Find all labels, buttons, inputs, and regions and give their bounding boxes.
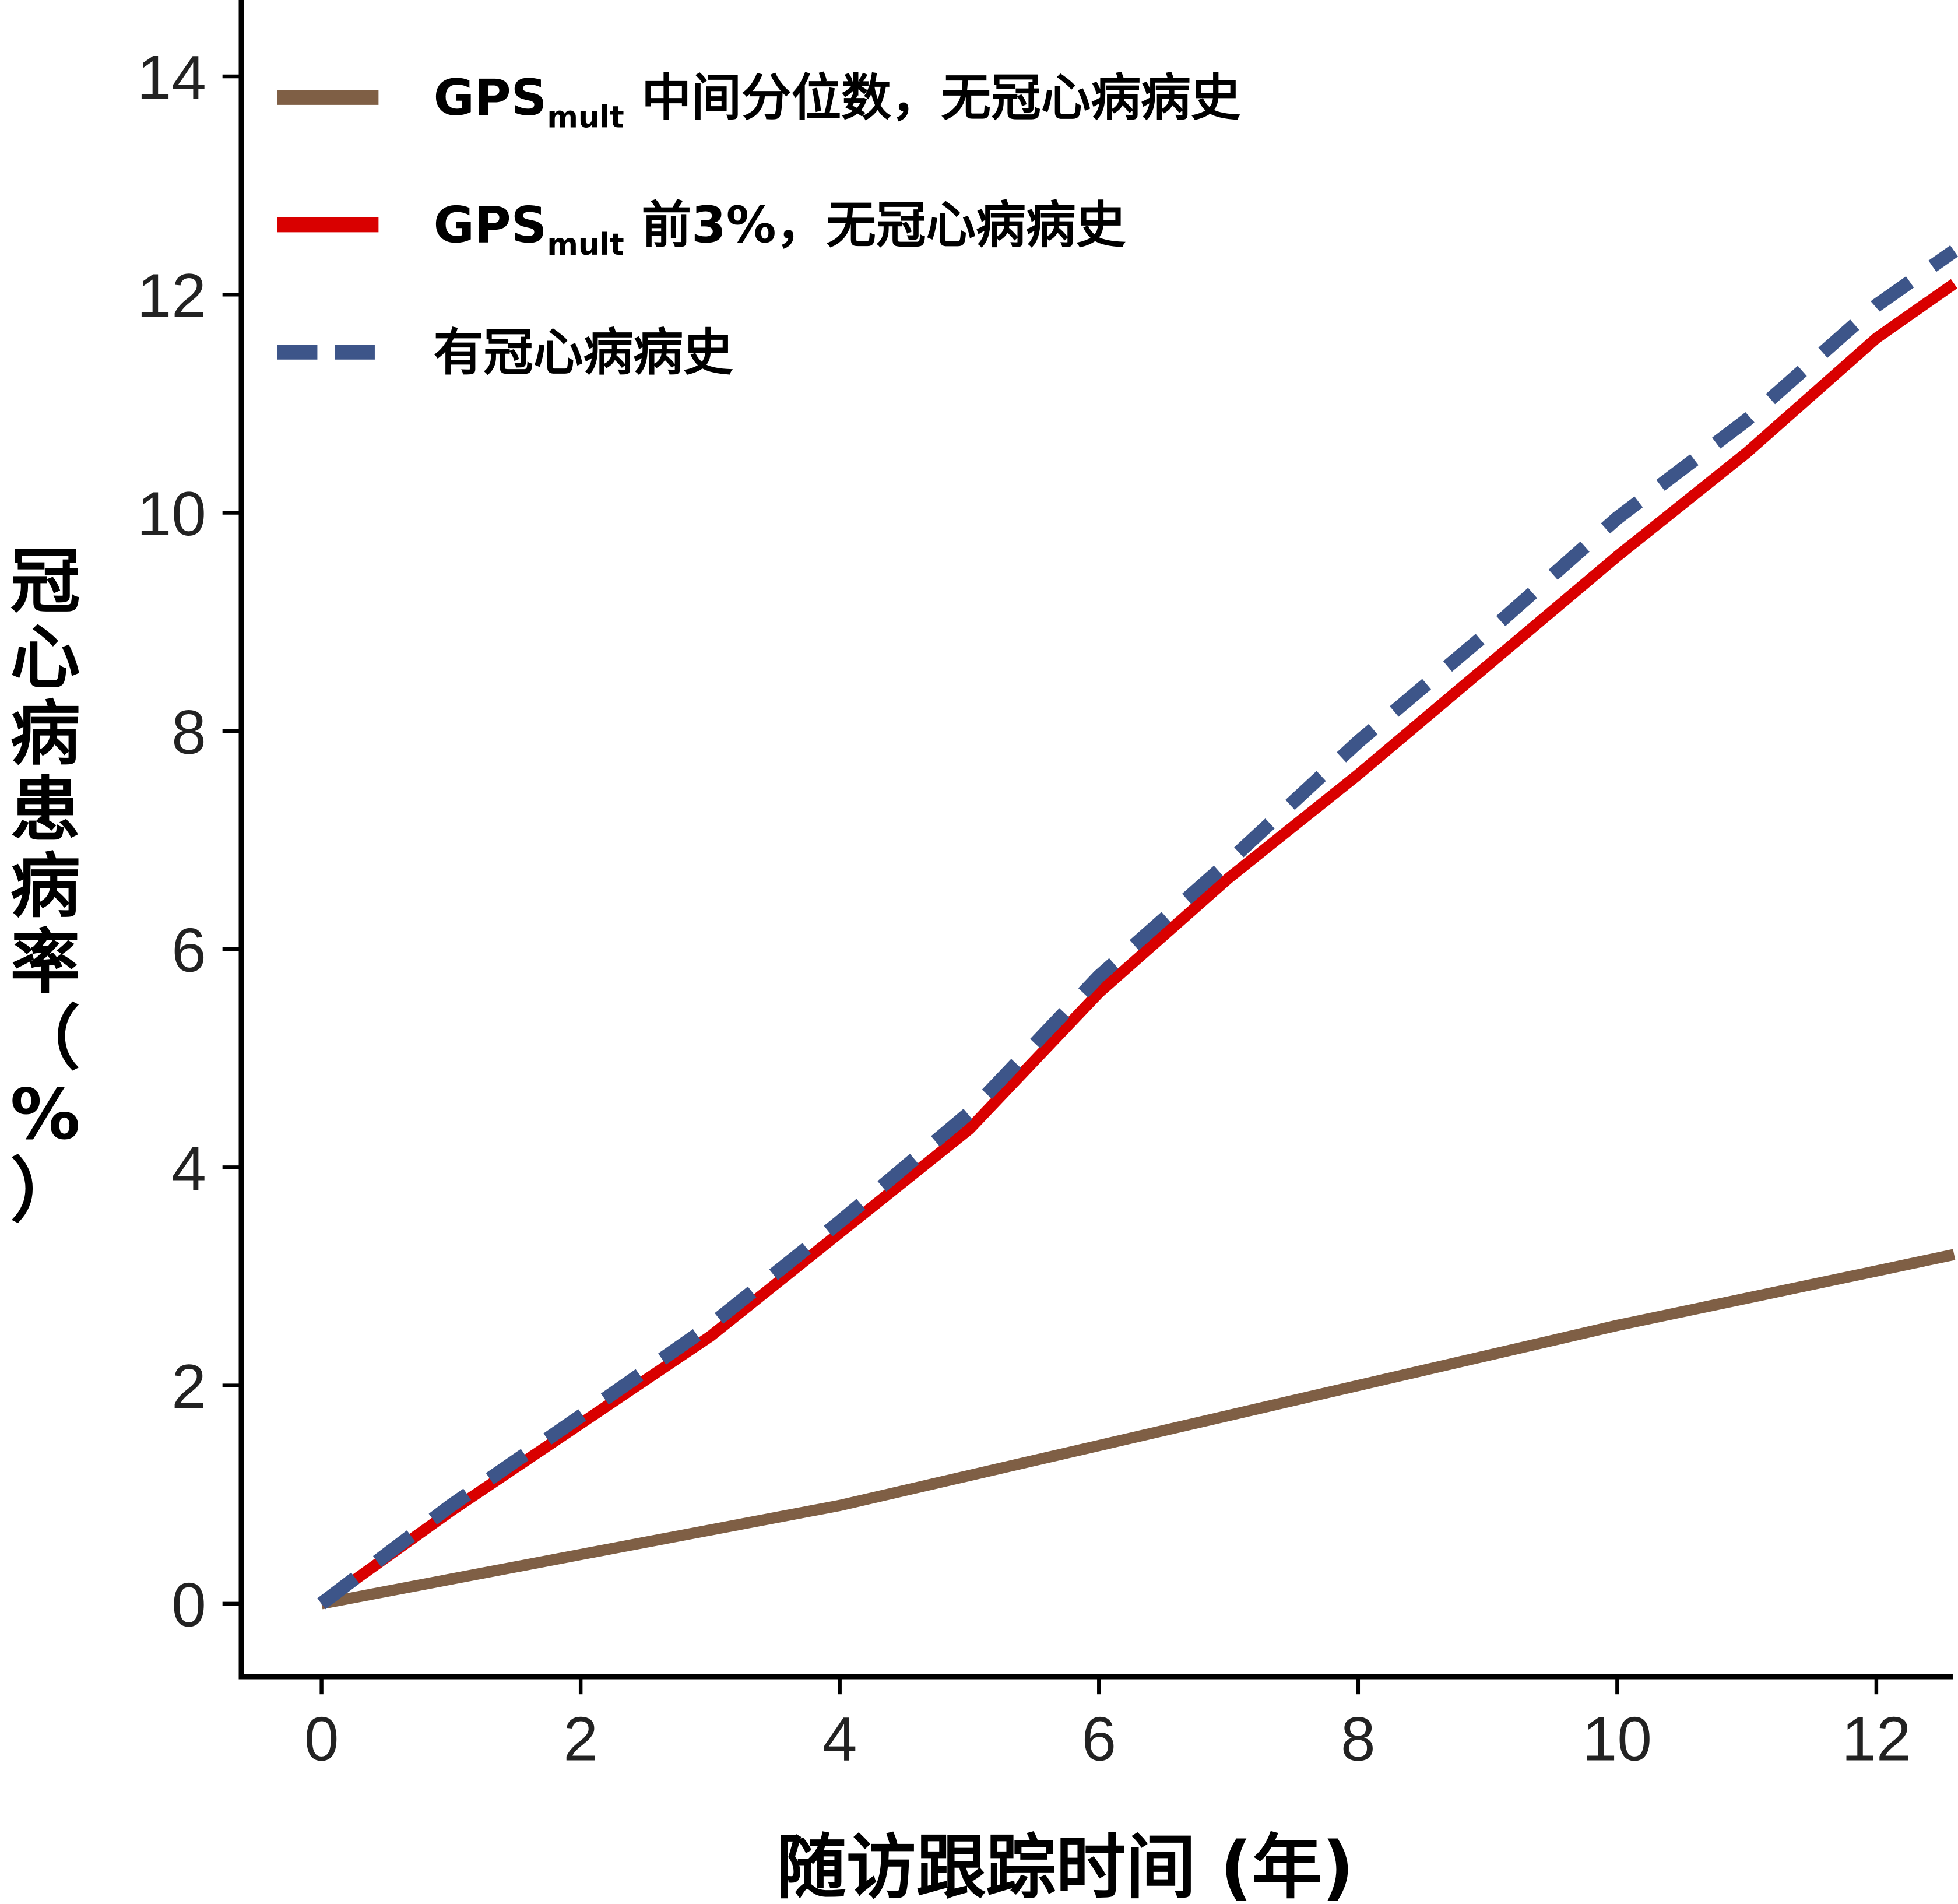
- plot-area: [317, 245, 1958, 1610]
- x-tick-label: 12: [1841, 1704, 1911, 1774]
- x-tick-label: 6: [1081, 1704, 1116, 1774]
- y-tick-label: 14: [137, 43, 206, 113]
- y-tick-label: 0: [171, 1569, 206, 1639]
- x-tick-label: 0: [304, 1704, 339, 1774]
- legend-label: GPSmult 前3%，无冠心病病史: [434, 196, 1126, 262]
- legend-label: 有冠心病病史: [434, 324, 733, 382]
- y-ticks: 0 2 4 6 8 10 12 14: [137, 43, 241, 1639]
- y-tick-label: 8: [171, 697, 206, 767]
- x-ticks: 0 2 4 6 8 10 12: [304, 1677, 1911, 1774]
- y-axis-label-char: 冠: [10, 542, 80, 623]
- x-tick-label: 4: [822, 1704, 857, 1774]
- y-tick-label: 12: [137, 261, 206, 331]
- y-axis-label-char: ）: [10, 1151, 80, 1232]
- y-tick-label: 10: [137, 479, 206, 549]
- y-axis-label-char: 病: [10, 694, 80, 775]
- x-tick-label: 10: [1583, 1704, 1652, 1774]
- y-axis-label-char: %: [10, 1074, 80, 1155]
- y-tick-label: 6: [171, 915, 206, 985]
- x-tick-label: 8: [1341, 1704, 1376, 1774]
- y-tick-label: 2: [171, 1351, 206, 1421]
- y-axis-label-char: 患: [10, 770, 80, 851]
- series-line-2: [317, 245, 1958, 1610]
- x-axis-label: 随访跟踪时间 (年): [776, 1828, 1354, 1904]
- legend-label: GPSmult 中间分位数，无冠心病病史: [434, 69, 1241, 135]
- legend: GPSmult 中间分位数，无冠心病病史 GPSmult 前3%，无冠心病病史有冠…: [277, 69, 1241, 382]
- y-axis-label-char: 心: [10, 617, 80, 698]
- series-line-1: [318, 279, 1957, 1608]
- x-tick-label: 2: [563, 1704, 598, 1774]
- y-tick-label: 4: [171, 1133, 206, 1203]
- y-axis-label-char: 病: [10, 846, 80, 927]
- y-axis-label-char: （: [10, 999, 80, 1080]
- series-line-0: [320, 1249, 1956, 1610]
- y-axis-label-char: 率: [10, 922, 80, 1003]
